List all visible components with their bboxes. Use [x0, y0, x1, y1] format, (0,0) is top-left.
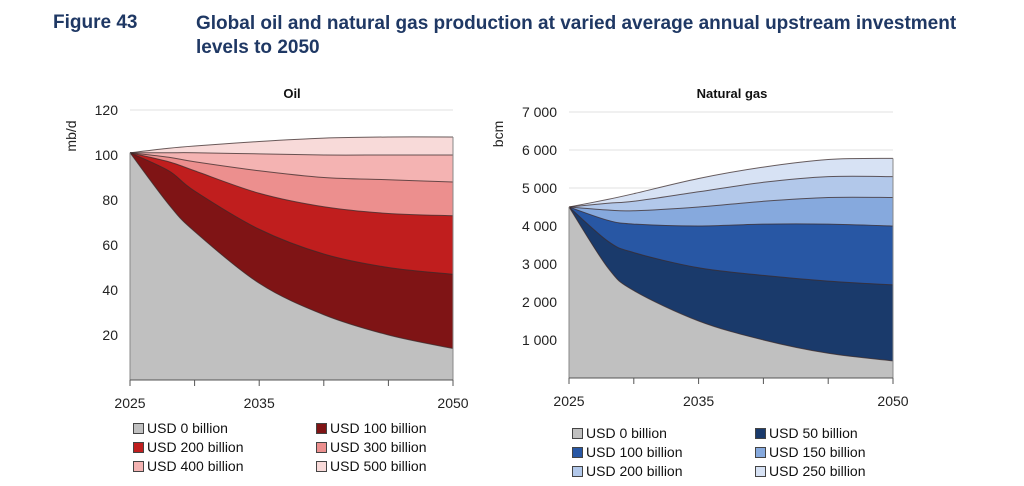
legend-swatch	[316, 460, 327, 472]
gas-y-tick-label: 7 000	[522, 104, 557, 120]
oil-x-tick-label: 2035	[244, 395, 275, 411]
gas-x-tick-label: 2035	[683, 393, 714, 409]
oil-y-tick-label: 60	[102, 237, 118, 253]
legend-item: USD 100 billion	[316, 420, 427, 436]
oil-y-tick-label: 20	[102, 327, 118, 343]
legend-label: USD 0 billion	[147, 420, 228, 436]
gas-y-axis-label: bcm	[490, 121, 506, 147]
oil-y-axis-label: mb/d	[63, 120, 79, 151]
oil-series-line	[129, 152, 454, 275]
legend-swatch	[572, 427, 583, 439]
legend-swatch	[755, 427, 766, 439]
legend-swatch	[133, 460, 144, 472]
oil-y-tick-label: 100	[95, 147, 119, 163]
oil-y-tick-label: 80	[102, 192, 118, 208]
legend-label: USD 200 billion	[147, 439, 244, 455]
legend-label: USD 400 billion	[147, 458, 244, 474]
legend-swatch	[572, 446, 583, 458]
oil-series-line	[129, 152, 454, 349]
legend-item: USD 300 billion	[316, 439, 427, 455]
legend-label: USD 50 billion	[769, 425, 858, 441]
oil-chart: Oil mb/d 20 40 60 80 100 120 2025 2035 2050	[63, 86, 469, 411]
legend-item: USD 250 billion	[755, 463, 866, 479]
legend-item: USD 400 billion	[133, 458, 244, 474]
legend-label: USD 500 billion	[330, 458, 427, 474]
oil-area-usd-0-billion	[130, 152, 453, 380]
gas-chart-title: Natural gas	[697, 86, 768, 101]
legend-item: USD 200 billion	[572, 463, 683, 479]
legend-swatch	[755, 446, 766, 458]
gas-x-tick-label: 2025	[553, 393, 584, 409]
gas-y-tick-label: 2 000	[522, 294, 557, 310]
gas-series-line	[568, 206, 894, 286]
figure-title: Global oil and natural gas production at…	[196, 13, 957, 58]
gas-y-tick-label: 3 000	[522, 256, 557, 272]
gas-y-tick-label: 6 000	[522, 142, 557, 158]
oil-y-tick-label: 40	[102, 282, 118, 298]
legend-label: USD 100 billion	[330, 420, 427, 436]
figure-number: Figure 43	[53, 12, 138, 33]
legend-item: USD 500 billion	[316, 458, 427, 474]
legend-swatch	[133, 422, 144, 434]
gas-series-line	[568, 196, 894, 212]
legend-item: USD 100 billion	[572, 444, 683, 460]
oil-series-line	[129, 152, 454, 183]
oil-x-tick-label: 2025	[114, 395, 145, 411]
legend-item: USD 50 billion	[755, 425, 858, 441]
legend-item: USD 150 billion	[755, 444, 866, 460]
gas-y-tick-label: 1 000	[522, 332, 557, 348]
legend-item: USD 0 billion	[572, 425, 667, 441]
oil-series-line	[129, 152, 454, 217]
legend-label: USD 250 billion	[769, 463, 866, 479]
gas-series-line	[568, 206, 894, 227]
legend-swatch	[133, 441, 144, 453]
gas-y-tick-label: 4 000	[522, 218, 557, 234]
legend-item: USD 200 billion	[133, 439, 244, 455]
gas-x-tick-label: 2050	[877, 393, 908, 409]
oil-y-tick-label: 120	[95, 102, 119, 118]
legend-label: USD 300 billion	[330, 439, 427, 455]
oil-x-tick-label: 2050	[437, 395, 468, 411]
oil-series-line	[129, 136, 454, 154]
oil-chart-title: Oil	[283, 86, 300, 101]
legend-item: USD 0 billion	[133, 420, 228, 436]
legend-label: USD 150 billion	[769, 444, 866, 460]
legend-swatch	[316, 441, 327, 453]
legend-label: USD 100 billion	[586, 444, 683, 460]
gas-chart: Natural gas bcm 1 000 2 000 3 000 4 000 5 00…	[490, 86, 909, 409]
legend-swatch	[572, 465, 583, 477]
legend-swatch	[316, 422, 327, 434]
legend-label: USD 0 billion	[586, 425, 667, 441]
legend-swatch	[755, 465, 766, 477]
gas-series-line	[568, 157, 894, 208]
gas-area-usd-0-billion	[569, 207, 893, 378]
gas-y-tick-label: 5 000	[522, 180, 557, 196]
legend-label: USD 200 billion	[586, 463, 683, 479]
oil-series-line	[130, 152, 453, 156]
gas-series-line	[568, 206, 894, 362]
gas-legend: USD 0 billion USD 50 billion USD 100 billi…	[572, 425, 912, 485]
gas-series-line	[568, 175, 894, 208]
oil-legend: USD 0 billion USD 100 billion USD 200 bill…	[133, 420, 473, 480]
